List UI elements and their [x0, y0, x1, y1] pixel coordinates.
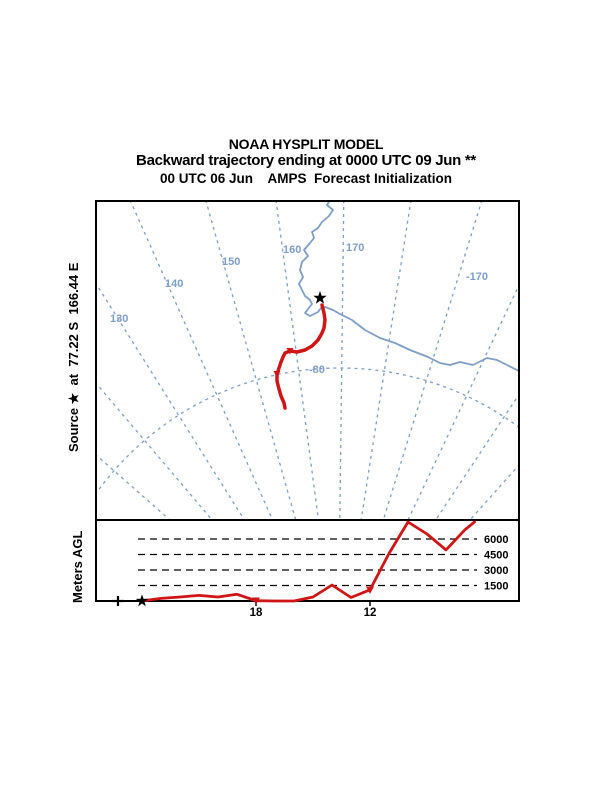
title-trajectory: Backward trajectory ending at 0000 UTC 0…	[136, 152, 476, 169]
longitude-label: 130	[110, 313, 128, 325]
map-border	[95, 200, 520, 521]
meridian-line	[95, 453, 172, 521]
meridian-line	[406, 282, 520, 521]
height-gridline-label: 4500	[484, 550, 508, 562]
trajectory-path-map	[275, 303, 327, 410]
meridian-line	[339, 200, 345, 521]
profile-star-marker	[135, 594, 149, 607]
height-gridline-label: 1500	[484, 581, 508, 593]
meridian-line	[434, 392, 520, 521]
meridian-line	[95, 281, 246, 521]
time-tick-label: 12	[364, 607, 377, 619]
profile-border	[95, 519, 520, 602]
profile-6h-marker	[252, 597, 260, 605]
title-model: NOAA HYSPLIT MODEL	[228, 136, 384, 152]
profile-6h-marker	[366, 586, 374, 594]
longitude-label: -170	[466, 271, 488, 283]
source-location-label: Source ★ at 77.22 S 166.44 E	[66, 262, 81, 452]
height-profile-panel: 1500 3000 4500 6000 18 12	[95, 519, 520, 619]
map-graticule-group	[95, 200, 520, 521]
meridian-line	[95, 381, 214, 521]
time-tick-label: 18	[250, 607, 263, 619]
longitude-label: 140	[165, 278, 183, 290]
trajectory-6h-marker	[273, 371, 281, 378]
meridian-line	[382, 200, 483, 521]
source-star-marker	[313, 291, 327, 304]
longitude-label: 170	[346, 242, 364, 254]
trajectory-map-panel: 130 140 150 160 170 -170 -80	[95, 200, 520, 521]
longitude-label: 160	[283, 244, 301, 256]
height-gridline-label: 6000	[484, 534, 508, 546]
longitude-label: 150	[222, 256, 240, 268]
trajectory-height-line	[140, 520, 476, 603]
meridian-line	[468, 463, 520, 521]
meridian-line	[129, 200, 274, 521]
meridian-line	[275, 200, 320, 521]
coastline	[298, 200, 520, 372]
trajectory-6h-marker	[286, 348, 294, 355]
title-initialization: 00 UTC 06 Jun AMPS Forecast Initializati…	[159, 171, 453, 186]
latitude-label: -80	[309, 364, 325, 376]
meters-agl-axis-label: Meters AGL	[70, 530, 85, 603]
meridian-line	[360, 200, 412, 521]
height-gridline-label: 3000	[484, 565, 508, 577]
